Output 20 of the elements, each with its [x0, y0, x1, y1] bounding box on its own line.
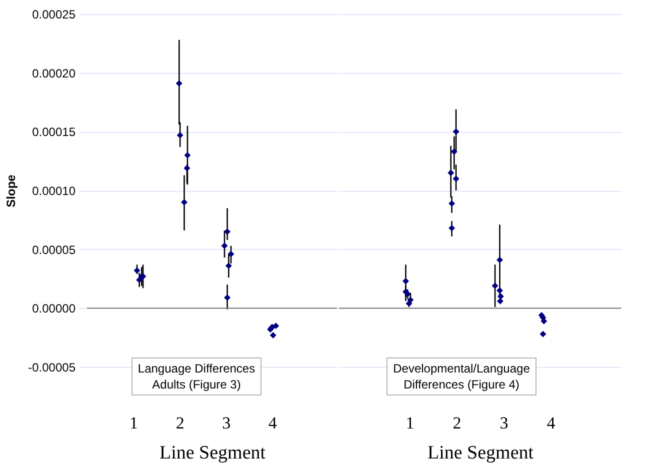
- x-tick-label: 3: [500, 414, 508, 432]
- x-axis-title: Line Segment: [427, 442, 534, 464]
- x-tick-label: 2: [176, 414, 184, 432]
- y-tick-label: 0.00000: [32, 302, 76, 316]
- annotation: Language Differences Adults (Figure 3): [138, 362, 256, 392]
- x-tick-label: 2: [452, 414, 462, 432]
- annotation: Developmental/Language Differences (Figure 4): [393, 362, 530, 392]
- x-tick-label: 1: [406, 414, 414, 432]
- y-tick-label: 0.00010: [32, 184, 76, 198]
- y-tick-label: 0.00020: [32, 66, 76, 80]
- y-tick-label: 0.00025: [32, 8, 76, 22]
- x-tick-label: 1: [130, 414, 138, 432]
- x-tick-label: 4: [268, 414, 278, 432]
- y-tick-label: 0.00005: [32, 242, 76, 257]
- x-tick-label: 4: [546, 414, 556, 432]
- x-axis-title: Line Segment: [159, 442, 266, 464]
- y-tick-label: -0.00005: [28, 360, 76, 374]
- y-tick-label: 0.00015: [32, 125, 76, 140]
- x-tick-label: 3: [222, 414, 231, 432]
- y-axis-title: Slope: [4, 174, 18, 208]
